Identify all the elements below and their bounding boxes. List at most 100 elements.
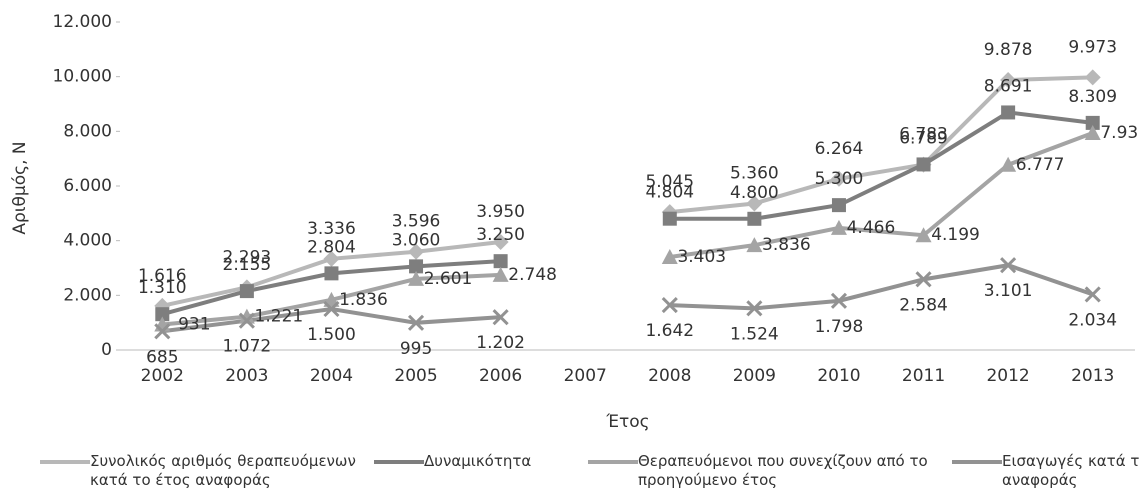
marker [239,284,254,299]
legend-item: Θεραπευόμενοι που συνεχίζουν από το προη… [588,452,938,490]
data-label: 5.300 [815,169,864,189]
legend: Συνολικός αριθμός θεραπευόμενων κατά το … [40,452,1139,490]
data-label: 1.616 [138,266,187,286]
x-tick-label: 2012 [986,366,1029,386]
marker [1084,125,1101,141]
data-label: 7.939 [1100,123,1139,143]
data-label: 3.596 [392,212,441,232]
legend-label: Συνολικός αριθμός θεραπευόμενων κατά το … [90,452,356,489]
legend-swatch [952,460,1002,464]
marker [1084,69,1101,86]
data-label: 6.264 [815,139,864,159]
data-label: 4.466 [847,218,896,238]
data-label: 9.973 [1068,37,1117,57]
data-label: 4.800 [730,183,779,203]
data-label: 1.072 [223,337,272,357]
data-label: 2.584 [899,295,948,315]
data-label: 3.950 [476,202,525,222]
x-tick-label: 2007 [564,366,607,386]
marker [830,170,847,187]
marker [408,243,425,260]
legend-item: Δυναμικότητα [374,452,574,490]
y-tick-label: 4.000 [63,231,112,251]
marker [662,211,677,226]
data-label: 5.045 [645,172,694,192]
marker [661,297,678,314]
marker [746,237,763,253]
marker [747,211,762,226]
marker [492,309,509,326]
y-tick-label: 12.000 [53,12,112,32]
data-label: 3.250 [476,225,525,245]
marker [408,270,425,286]
marker [492,266,509,282]
marker [1000,72,1017,89]
data-label: 2.034 [1068,310,1117,330]
marker [324,266,339,281]
data-label: 5.360 [730,163,779,183]
data-label: 685 [146,347,178,367]
legend-label: Εισαγωγές κατά το έτος αναφοράς [1002,452,1139,489]
chart: Αριθμός, Ν Έτος 0 2.000 4.000 6.000 8.000 10.… [10,12,1139,432]
marker [746,195,763,212]
data-label: 2.748 [508,265,557,285]
marker [915,227,932,243]
data-label: 1.524 [730,324,779,344]
data-label: 3.403 [677,247,726,267]
x-tick-label: 2005 [394,366,437,386]
data-label: 9.878 [984,40,1033,60]
marker [746,300,763,317]
legend-label: Δυναμικότητα [424,452,532,470]
data-label: 2.601 [424,269,473,289]
marker [323,300,340,318]
legend-swatch [40,460,90,464]
marker [1001,105,1016,120]
data-label: 931 [178,315,210,335]
data-label: 1.642 [645,321,694,341]
data-label: 6.777 [1016,155,1065,175]
marker [492,234,509,251]
marker [155,307,170,322]
marker [1084,286,1101,303]
marker [323,250,340,267]
y-tick-label: 8.000 [63,121,112,141]
data-label: 6.789 [899,128,948,148]
marker [1000,257,1017,274]
series-line [161,75,1093,308]
y-tick-label: 0 [101,340,112,360]
marker [915,271,932,288]
data-label: 1.202 [476,333,525,353]
marker [238,312,255,329]
data-label: 2.804 [307,237,356,257]
marker [407,314,425,331]
legend-item: Συνολικός αριθμός θεραπευόμενων κατά το … [40,452,360,490]
marker [154,323,171,340]
x-tick-label: 2004 [310,366,353,386]
data-label: 2.155 [223,255,272,275]
data-label: 2.293 [223,247,272,267]
x-tick-label: 2011 [902,366,945,386]
marker [831,198,846,213]
data-label: 3.836 [762,235,811,255]
marker [1085,115,1100,130]
marker [493,254,508,269]
marker [916,157,931,172]
legend-swatch [588,460,638,464]
x-tick-label: 2009 [733,366,776,386]
y-tick-label: 10.000 [53,67,112,87]
marker [1000,156,1017,172]
data-label: 3.101 [984,281,1033,301]
marker [661,248,678,264]
x-tick-label: 2006 [479,366,522,386]
x-tick-label: 2013 [1071,366,1114,386]
data-label: 8.691 [984,76,1033,96]
marker [830,219,847,235]
x-axis-label: Έτος [605,412,649,432]
data-label: 3.336 [307,219,356,239]
data-label: 1.798 [815,317,864,337]
y-tick-label: 6.000 [63,176,112,196]
data-label: 995 [400,339,432,359]
data-label: 1.221 [255,307,304,327]
data-label: 4.199 [931,225,980,245]
series-line [161,110,1093,317]
